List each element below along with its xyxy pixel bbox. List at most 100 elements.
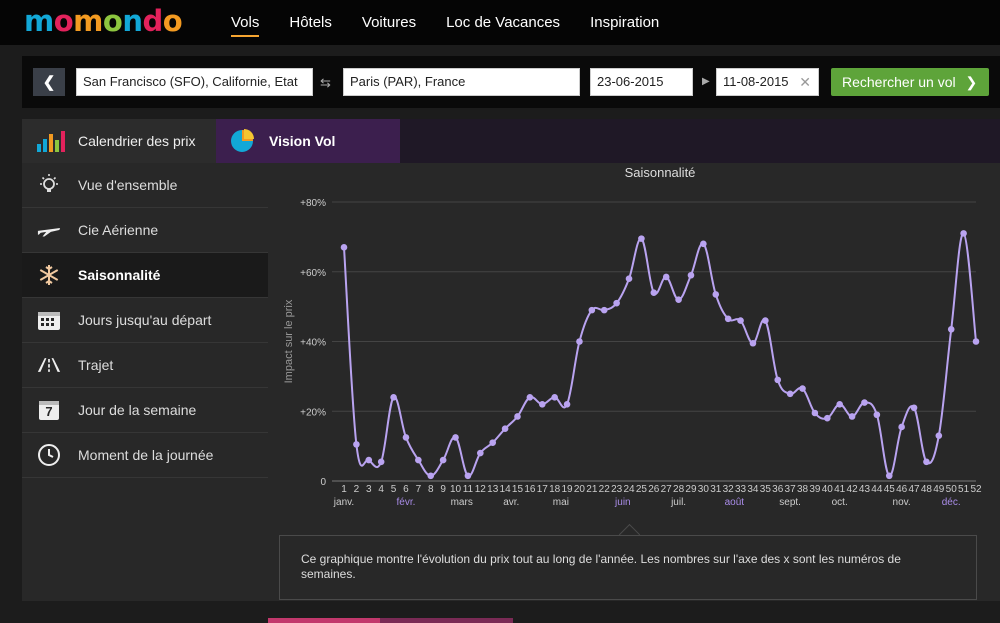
nav-inspiration[interactable]: Inspiration	[590, 14, 660, 31]
x-tick-label: 37	[785, 484, 797, 495]
y-tick-label: 0	[320, 477, 326, 488]
sidebar-item-time-of-day[interactable]: Moment de la journée	[22, 433, 268, 478]
x-tick-label: 50	[946, 484, 958, 495]
data-point	[947, 325, 955, 333]
clear-icon[interactable]: ✕	[799, 74, 811, 90]
x-tick-label: 30	[698, 484, 710, 495]
tab-price-calendar[interactable]: Calendrier des prix	[22, 119, 216, 163]
data-point	[427, 472, 435, 480]
nav-vacation-rentals[interactable]: Loc de Vacances	[446, 14, 561, 31]
x-tick-label: 47	[908, 484, 920, 495]
sidebar-item-label: Jour de la semaine	[78, 402, 197, 418]
logo-letter: n	[122, 4, 143, 38]
sidebar-item-label: Vue d'ensemble	[78, 177, 178, 193]
data-point	[563, 400, 571, 408]
x-tick-label: 40	[822, 484, 834, 495]
month-label: mai	[553, 497, 569, 508]
data-point	[650, 289, 658, 296]
calendar-grid-icon	[37, 308, 61, 332]
data-point	[638, 235, 645, 242]
data-point	[712, 291, 720, 298]
data-point	[501, 425, 509, 432]
x-tick-label: 41	[834, 484, 846, 495]
destination-input[interactable]: Paris (PAR), France	[343, 68, 580, 96]
sidebar-item-overview[interactable]: Vue d'ensemble	[22, 163, 268, 208]
data-point	[700, 240, 707, 248]
x-tick-label: 39	[809, 484, 821, 495]
data-point	[972, 338, 980, 345]
x-tick-label: 9	[440, 484, 446, 495]
data-point	[464, 472, 472, 480]
data-point	[402, 434, 410, 441]
search-button-label: Rechercher un vol	[842, 74, 956, 90]
series-line	[343, 232, 977, 477]
data-point	[662, 273, 670, 281]
x-tick-label: 34	[747, 484, 759, 495]
chart-title: Saisonnalité	[625, 165, 696, 180]
x-tick-label: 44	[871, 484, 883, 495]
data-point	[724, 315, 732, 323]
chart-description-tooltip: Ce graphique montre l'évolution du prix …	[279, 535, 977, 600]
data-point	[923, 458, 930, 466]
data-point	[749, 339, 757, 347]
data-point	[625, 275, 633, 283]
x-tick-label: 17	[537, 484, 549, 495]
x-tick-label: 46	[896, 484, 908, 495]
road-icon	[37, 353, 61, 377]
data-point	[353, 441, 360, 448]
x-tick-label: 35	[760, 484, 772, 495]
x-tick-label: 18	[549, 484, 561, 495]
x-tick-label: 24	[623, 484, 635, 495]
y-axis-label: Impact sur le prix	[283, 299, 295, 383]
sidebar-item-airline[interactable]: Cie Aérienne	[22, 208, 268, 253]
logo-letter: o	[162, 4, 183, 38]
sidebar-item-label: Trajet	[78, 357, 114, 373]
data-point	[885, 472, 893, 480]
x-tick-label: 4	[378, 484, 384, 495]
data-point	[439, 456, 447, 464]
back-button[interactable]: ❮	[33, 68, 65, 96]
nav-hotels[interactable]: Hôtels	[289, 14, 332, 31]
sidebar-item-label: Saisonnalité	[78, 267, 161, 283]
month-label: août	[725, 497, 745, 508]
seasonality-chart: Saisonnalité Impact sur le prix 0 +20% +40% +…	[279, 163, 1000, 523]
month-label: mars	[451, 497, 473, 508]
data-point	[910, 404, 918, 412]
data-point	[390, 394, 397, 401]
nav-cars[interactable]: Voitures	[361, 14, 417, 31]
data-point	[613, 299, 620, 307]
calendar-day-icon: 7	[37, 398, 61, 422]
x-tick-label: 38	[797, 484, 809, 495]
logo-letter: d	[142, 4, 163, 38]
data-point	[873, 411, 881, 419]
x-tick-label: 42	[847, 484, 859, 495]
clock-icon	[37, 443, 61, 467]
return-date-input[interactable]: 11-08-2015 ✕	[716, 68, 819, 96]
origin-input[interactable]: San Francisco (SFO), Californie, Etat	[76, 68, 313, 96]
data-point	[489, 439, 497, 446]
y-tick-label: +80%	[300, 198, 326, 209]
search-flight-button[interactable]: Rechercher un vol ❯	[831, 68, 989, 96]
depart-date-input[interactable]: 23-06-2015	[590, 68, 693, 96]
tab-flight-insight[interactable]: Vision Vol	[216, 119, 400, 163]
data-point	[377, 458, 385, 466]
insight-tabs: Calendrier des prix Vision Vol	[22, 119, 1000, 163]
momondo-logo[interactable]: momondo	[24, 4, 183, 38]
y-tick-label: +20%	[300, 407, 326, 418]
swap-icon[interactable]: ⇆	[320, 75, 331, 90]
x-tick-label: 6	[403, 484, 409, 495]
month-label: janv.	[333, 497, 354, 508]
main-nav: Vols Hôtels Voitures Loc de Vacances Ins…	[218, 0, 676, 45]
data-point	[477, 449, 484, 457]
data-point	[898, 423, 905, 431]
sidebar-item-day-of-week[interactable]: 7 Jour de la semaine	[22, 388, 268, 433]
x-tick-label: 25	[636, 484, 648, 495]
sidebar-item-route[interactable]: Trajet	[22, 343, 268, 388]
data-point	[687, 271, 695, 279]
x-tick-label: 11	[463, 484, 474, 495]
sidebar-item-seasonality[interactable]: Saisonnalité	[22, 253, 268, 298]
x-tick-label: 3	[366, 484, 372, 495]
x-tick-label: 52	[970, 484, 982, 495]
nav-flights[interactable]: Vols	[218, 0, 272, 45]
sidebar-item-days-before-departure[interactable]: Jours jusqu'au départ	[22, 298, 268, 343]
